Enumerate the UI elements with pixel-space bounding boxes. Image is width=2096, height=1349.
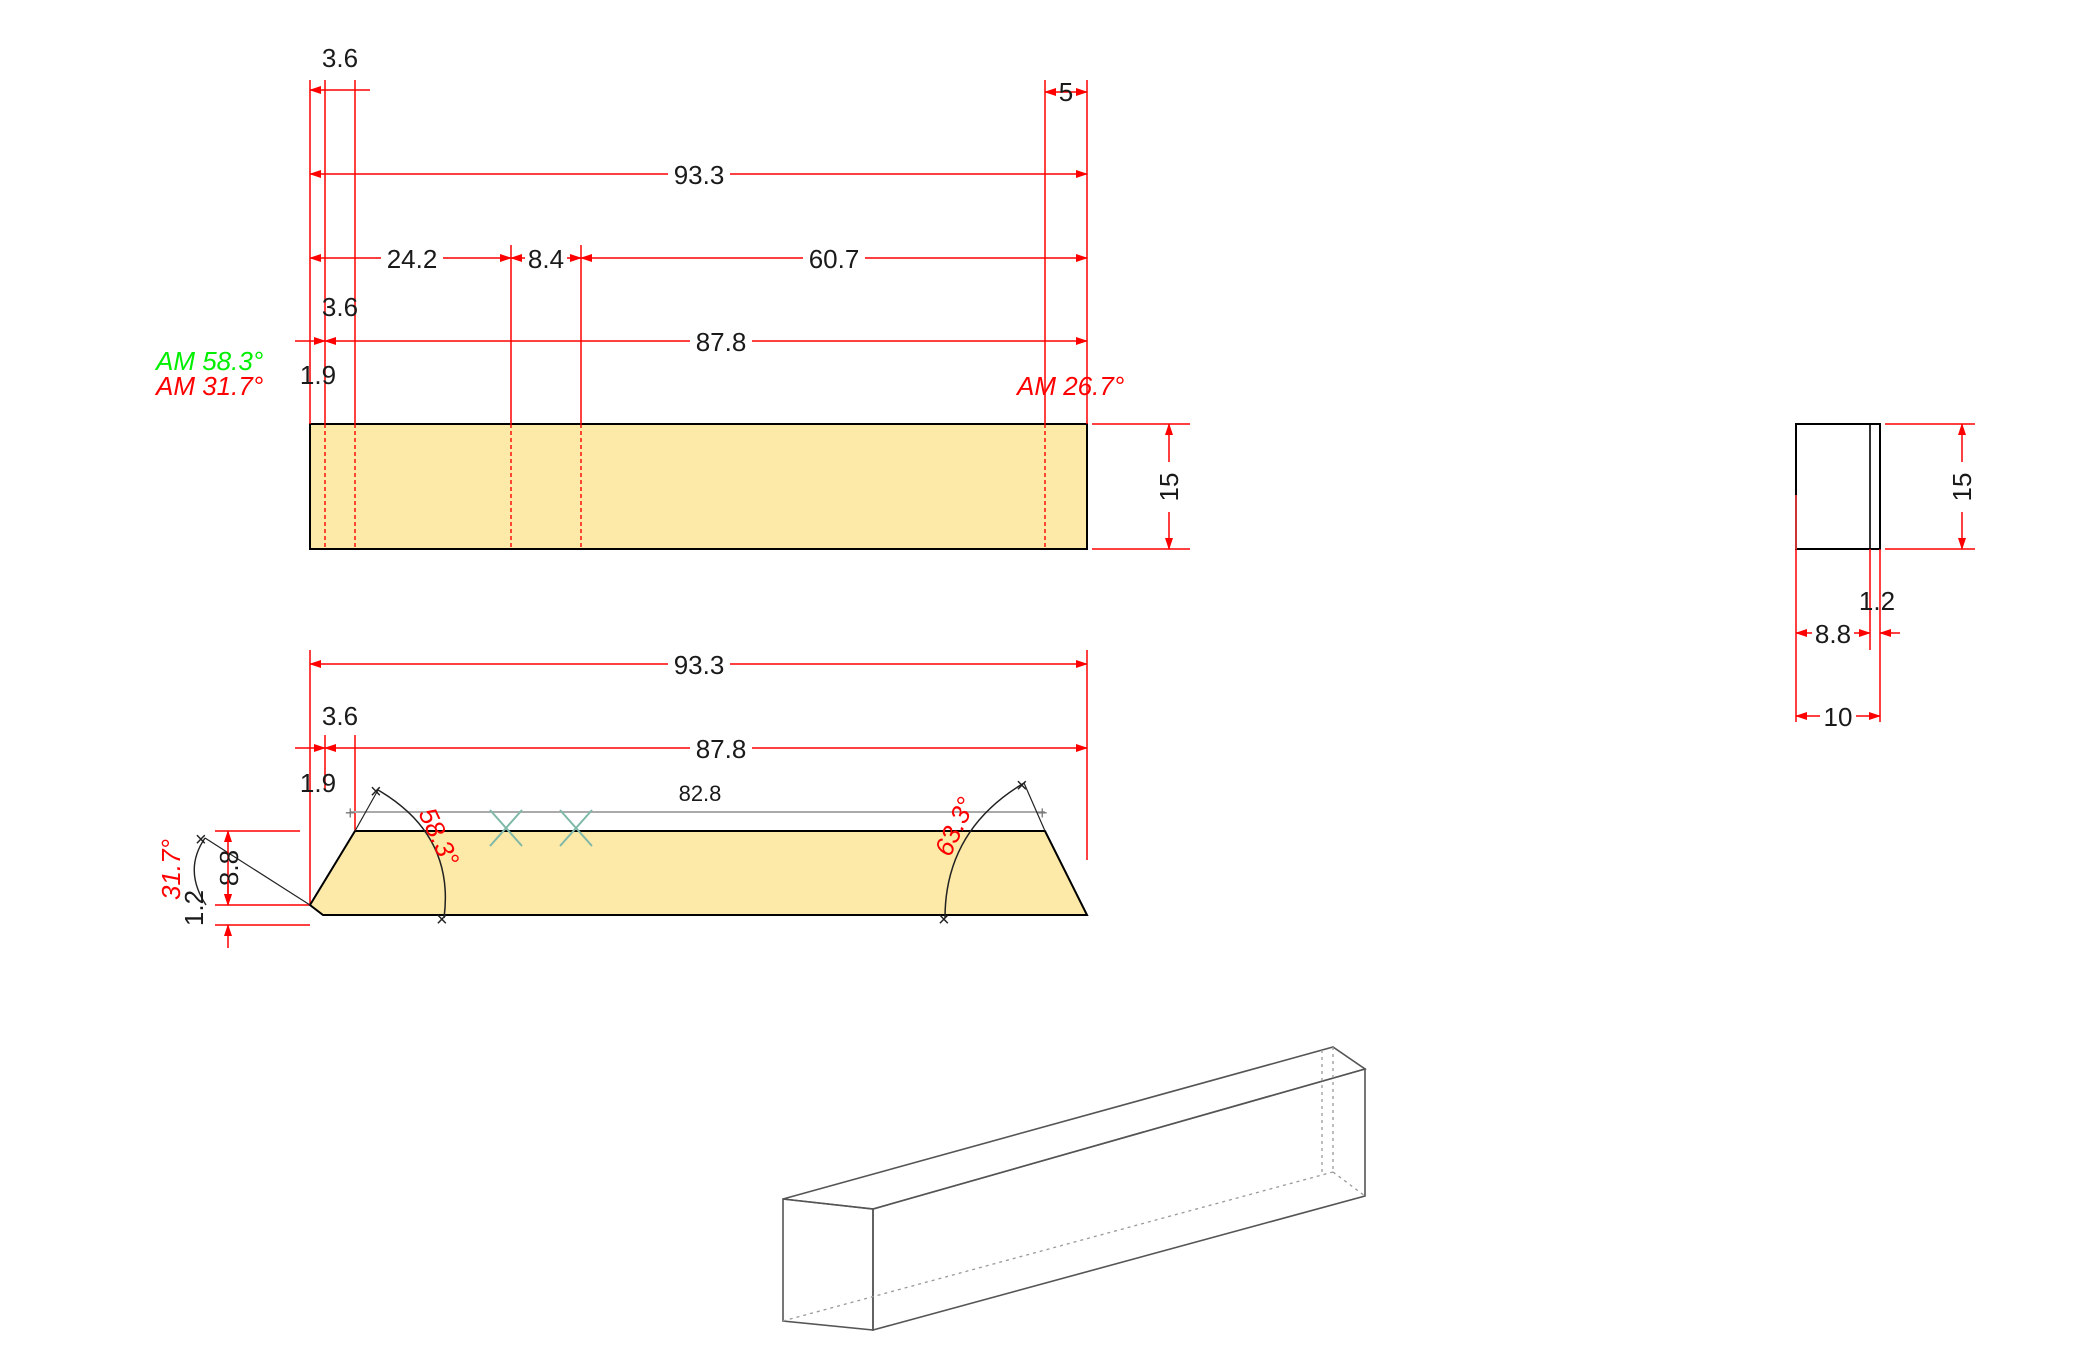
dim-edge: 1.9 <box>300 768 336 798</box>
dim-seg-a: 24.2 <box>387 244 438 274</box>
dim-inner-length: 87.8 <box>696 734 747 764</box>
iso-hidden-edge <box>1332 1171 1366 1197</box>
dim-top-length: 82.8 <box>679 781 722 806</box>
dim-inner-offset: 3.6 <box>322 292 358 322</box>
iso-top-face <box>782 1046 1367 1210</box>
side-view-part <box>308 830 1089 916</box>
iso-front-face <box>782 1198 874 1331</box>
arc-tick: × <box>195 829 207 851</box>
angle-note-left-green: AM 58.3° <box>154 346 263 376</box>
dim-overall: 93.3 <box>674 160 725 190</box>
top-view: 3.6 5 93.3 24.2 8.4 60.7 3.6 87.8 1.9 AM… <box>154 43 1190 550</box>
end-view-part <box>1795 423 1881 550</box>
dim-rise: 8.8 <box>214 850 244 886</box>
dim-offset-right: 5 <box>1059 77 1073 107</box>
angle-note-right-red: AM 26.7° <box>1015 371 1124 401</box>
dim-inner: 8.8 <box>1815 619 1851 649</box>
iso-side-face <box>872 1067 1366 1332</box>
dim-inner-offset: 3.6 <box>322 701 358 731</box>
dim-width: 10 <box>1824 702 1853 732</box>
angle-arc-ray <box>204 837 311 906</box>
angle-arc-small <box>193 837 207 906</box>
arc-tick: × <box>938 909 950 931</box>
top-view-part <box>309 423 1088 550</box>
snap-marker <box>489 809 593 847</box>
cross-mark: + <box>345 803 356 823</box>
isometric-view <box>782 1046 1367 1332</box>
dim-base: 1.2 <box>179 890 209 926</box>
extension-lines <box>309 80 1190 550</box>
dim-overall: 93.3 <box>674 650 725 680</box>
angle-note-left-red: AM 31.7° <box>154 371 263 401</box>
dim-seg-b: 8.4 <box>528 244 564 274</box>
angle-arc-left <box>377 789 447 919</box>
dim-seg-c: 60.7 <box>809 244 860 274</box>
angle-arc-ray <box>1023 782 1046 832</box>
angle-arc-right <box>944 782 1025 919</box>
arc-tick: × <box>370 781 382 803</box>
end-view: 15 1.2 8.8 10 <box>1795 423 1977 732</box>
angle-arc-ray <box>354 789 379 832</box>
dim-height: 15 <box>1154 473 1184 502</box>
dim-inner-length: 87.8 <box>696 327 747 357</box>
iso-hidden-edge <box>782 1171 1334 1322</box>
dim-height: 15 <box>1947 473 1977 502</box>
side-view: 93.3 3.6 87.8 1.9 + + 82.8 × × × × 58.3°… <box>156 648 1089 948</box>
cross-mark: + <box>1037 803 1048 823</box>
arc-tick: × <box>1016 775 1028 797</box>
dim-lip: 1.2 <box>1859 586 1895 616</box>
arc-tick: × <box>436 909 448 931</box>
angle-left-small: 31.7° <box>156 839 186 900</box>
dim-edge: 1.9 <box>300 360 336 390</box>
dim-offset-left: 3.6 <box>322 43 358 73</box>
